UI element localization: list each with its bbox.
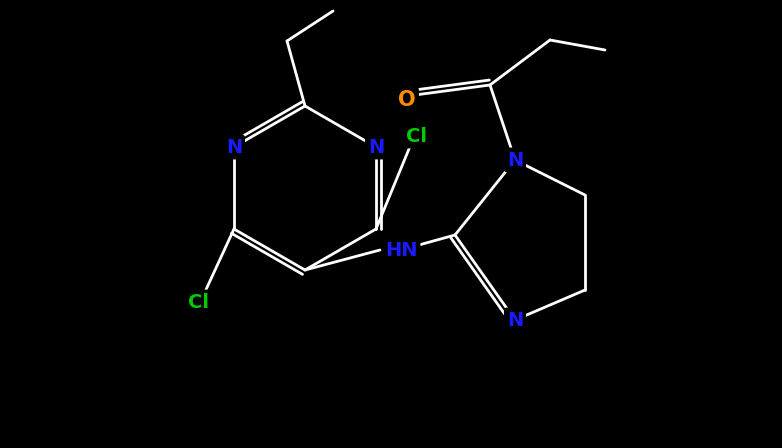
Text: HN: HN	[385, 241, 418, 259]
Text: N: N	[226, 138, 242, 156]
Text: N: N	[507, 151, 523, 169]
Text: N: N	[368, 138, 384, 156]
Text: N: N	[507, 310, 523, 329]
Text: Cl: Cl	[188, 293, 210, 311]
Text: Cl: Cl	[406, 126, 426, 146]
Text: O: O	[398, 90, 416, 110]
